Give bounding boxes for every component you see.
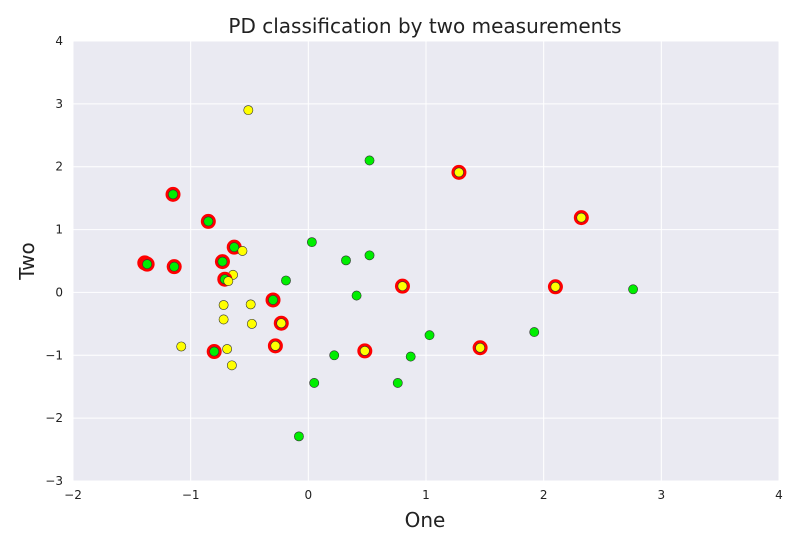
- x-tick-label: 2: [540, 488, 548, 502]
- yellow-data-point: [245, 299, 256, 310]
- yellow-data-point: [270, 340, 281, 351]
- y-tick-label: −3: [45, 474, 63, 488]
- green-data-point: [364, 155, 375, 166]
- x-tick-label: −2: [64, 488, 82, 502]
- chart-title: PD classification by two measurements: [228, 14, 621, 38]
- green-data-point: [351, 290, 362, 301]
- green-data-point: [529, 327, 540, 337]
- green-data-point: [168, 189, 178, 200]
- yellow-data-point: [475, 342, 486, 353]
- data-points: [137, 105, 638, 442]
- x-axis-label: One: [405, 508, 446, 532]
- yellow-data-point: [454, 167, 464, 178]
- y-tick-label: 4: [55, 34, 63, 48]
- green-data-point: [392, 378, 403, 388]
- x-tick-label: 3: [658, 488, 666, 502]
- green-data-point: [364, 250, 375, 261]
- yellow-data-point: [276, 318, 287, 329]
- y-tick-label: −2: [45, 411, 63, 425]
- yellow-data-point: [397, 281, 408, 292]
- x-tick-labels: −2 −1 0 1 2 3 4: [64, 488, 783, 502]
- green-data-point: [217, 256, 228, 267]
- green-data-point: [203, 216, 214, 227]
- x-tick-label: 0: [305, 488, 313, 502]
- yellow-data-point: [550, 281, 561, 292]
- green-data-point: [281, 275, 291, 286]
- green-data-point: [209, 346, 220, 357]
- green-data-point: [341, 255, 351, 266]
- green-data-point: [628, 284, 638, 295]
- x-tick-label: −1: [182, 488, 200, 502]
- green-data-point: [142, 259, 153, 270]
- green-data-point: [294, 431, 304, 442]
- x-tick-label: 4: [775, 488, 783, 502]
- green-data-point: [309, 378, 320, 388]
- yellow-data-point: [218, 314, 229, 325]
- green-data-point: [229, 242, 240, 253]
- green-data-point: [268, 295, 278, 305]
- green-data-point: [329, 350, 340, 361]
- x-tick-label: 1: [422, 488, 430, 502]
- y-axis-label: Two: [15, 242, 39, 281]
- green-data-point: [405, 351, 416, 362]
- yellow-data-point: [222, 344, 233, 354]
- yellow-data-point: [223, 276, 234, 287]
- y-tick-label: 0: [55, 285, 63, 299]
- y-tick-label: 3: [55, 97, 63, 111]
- y-tick-label: 1: [55, 223, 63, 237]
- yellow-data-point: [218, 300, 229, 310]
- green-data-point: [306, 237, 317, 248]
- yellow-data-point: [226, 360, 237, 371]
- green-data-point: [424, 330, 435, 341]
- y-tick-label: −1: [45, 348, 63, 362]
- y-tick-labels: −3 −2 −1 0 1 2 3 4: [45, 34, 63, 488]
- yellow-data-point: [359, 345, 370, 356]
- green-data-point: [169, 261, 180, 272]
- yellow-data-point: [237, 246, 248, 256]
- grid-lines: [72, 40, 780, 482]
- y-tick-label: 2: [55, 160, 63, 174]
- yellow-data-point: [176, 341, 187, 352]
- yellow-data-point: [243, 105, 254, 116]
- yellow-data-point: [246, 318, 257, 329]
- yellow-data-point: [576, 212, 587, 223]
